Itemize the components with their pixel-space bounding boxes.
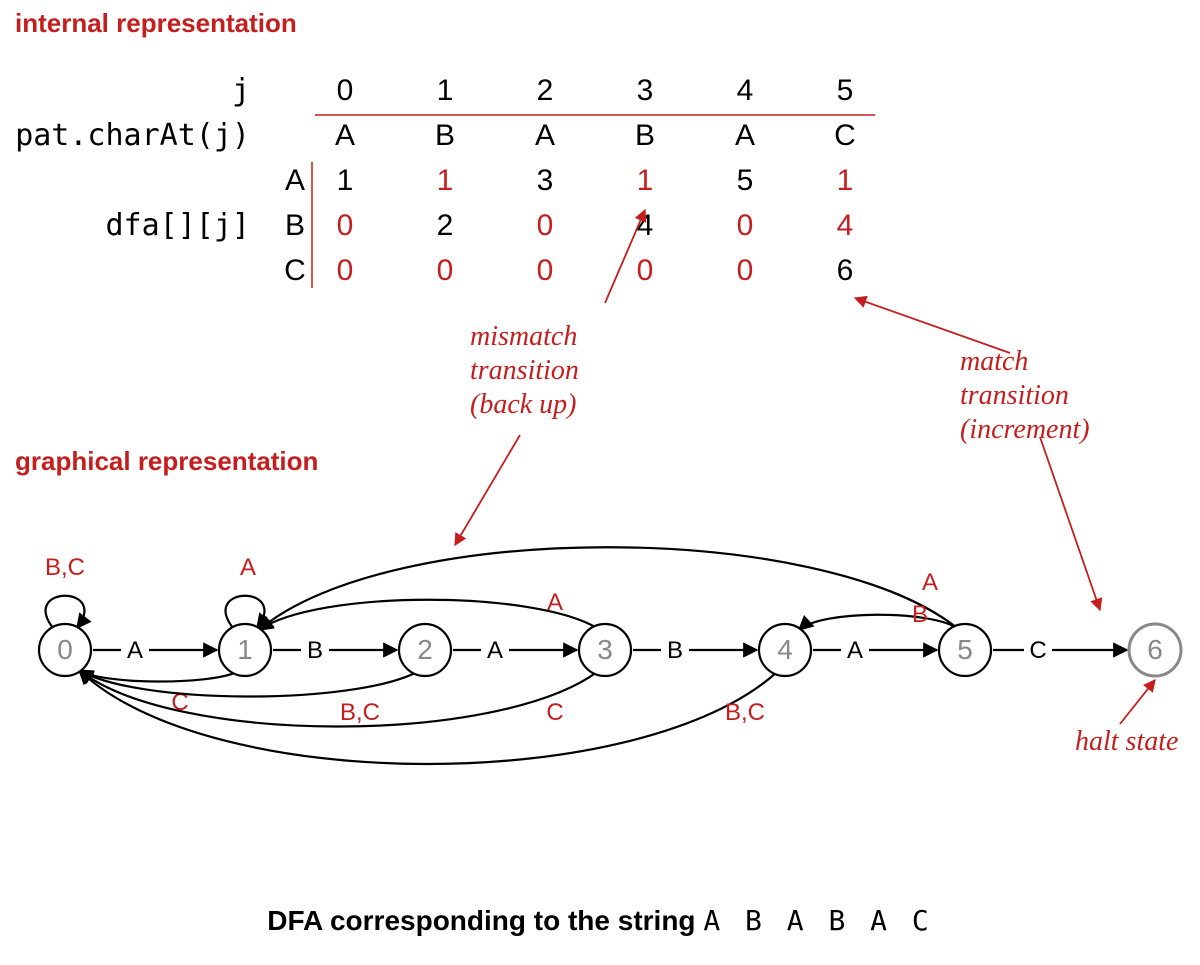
heading-graphical: graphical representation <box>15 446 318 476</box>
dfa-edge-label: B,C <box>45 554 85 581</box>
dfa-node-label: 6 <box>1147 634 1163 665</box>
table-dfa-cell: 1 <box>337 164 354 197</box>
table-dfa-cell: 1 <box>637 164 654 197</box>
table-dfa-cell: 0 <box>537 254 554 287</box>
table-col-header: 0 <box>337 74 354 107</box>
dfa-edge-label: B,C <box>340 699 380 726</box>
dfa-edge-label: C <box>546 699 563 726</box>
table-dfa-cell: 0 <box>337 254 354 287</box>
dfa-char-label: C <box>284 254 306 287</box>
dfa-node-label: 2 <box>417 634 433 665</box>
dfa-edge-label: A <box>547 589 563 616</box>
table-pat-char: A <box>535 119 555 152</box>
table-dfa-cell: 3 <box>537 164 554 197</box>
annotation-match: (increment) <box>960 414 1090 445</box>
annotation-arrow <box>455 435 520 545</box>
table-dfa-cell: 0 <box>737 209 754 242</box>
dfa-node-label: 5 <box>957 634 973 665</box>
dfa-edge-label: A <box>240 554 256 581</box>
dfa-back-edge <box>259 547 957 630</box>
dfa-node-label: 4 <box>777 634 793 665</box>
table-dfa-cell: 6 <box>837 254 854 287</box>
table-col-header: 2 <box>537 74 554 107</box>
dfa-back-edge <box>79 670 777 764</box>
dfa-edge-label: C <box>1029 637 1046 664</box>
table-dfa-cell: 2 <box>437 209 454 242</box>
annotation-match: transition <box>960 380 1069 411</box>
table-col-header: 3 <box>637 74 654 107</box>
row-label-pat: pat.charAt(j) <box>15 118 250 153</box>
table-pat-char: B <box>435 119 455 152</box>
dfa-node-label: 3 <box>597 634 613 665</box>
table-col-header: 1 <box>437 74 454 107</box>
dfa-back-edge <box>799 615 957 630</box>
dfa-edge-label: B,C <box>725 699 765 726</box>
heading-internal: internal representation <box>15 8 297 38</box>
annotation-arrow <box>1120 680 1155 724</box>
dfa-edge-label: A <box>127 637 143 664</box>
dfa-edge-label: B <box>307 637 323 664</box>
table-dfa-cell: 0 <box>637 254 654 287</box>
annotation-halt: halt state <box>1075 726 1178 757</box>
table-pat-char: C <box>834 119 856 152</box>
row-label-dfa: dfa[][j] <box>106 208 251 243</box>
dfa-char-label: B <box>285 209 305 242</box>
table-dfa-cell: 0 <box>437 254 454 287</box>
table-dfa-cell: 1 <box>437 164 454 197</box>
dfa-edge-label: B <box>667 637 683 664</box>
annotation-mismatch: mismatch <box>470 321 577 352</box>
row-label-j: j <box>232 73 250 108</box>
dfa-edge-label: B <box>912 601 928 628</box>
annotation-mismatch: transition <box>470 355 579 386</box>
table-dfa-cell: 4 <box>837 209 854 242</box>
table-dfa-cell: 0 <box>337 209 354 242</box>
dfa-char-label: A <box>285 164 305 197</box>
table-pat-char: A <box>335 119 355 152</box>
table-pat-char: A <box>735 119 755 152</box>
annotation-match: match <box>960 346 1028 377</box>
dfa-edge-label: A <box>847 637 863 664</box>
table-col-header: 5 <box>837 74 854 107</box>
table-pat-char: B <box>635 119 655 152</box>
annotation-arrow <box>1040 437 1100 610</box>
dfa-node-label: 0 <box>57 634 73 665</box>
caption: DFA corresponding to the string A B A B … <box>267 904 933 937</box>
annotation-mismatch: (back up) <box>470 389 577 420</box>
table-dfa-cell: 5 <box>737 164 754 197</box>
table-dfa-cell: 0 <box>537 209 554 242</box>
table-dfa-cell: 0 <box>737 254 754 287</box>
dfa-node-label: 1 <box>237 634 253 665</box>
table-col-header: 4 <box>737 74 754 107</box>
annotation-arrow <box>855 298 1010 353</box>
table-dfa-cell: 1 <box>837 164 854 197</box>
dfa-edge-label: A <box>487 637 503 664</box>
dfa-edge-label: A <box>922 569 938 596</box>
